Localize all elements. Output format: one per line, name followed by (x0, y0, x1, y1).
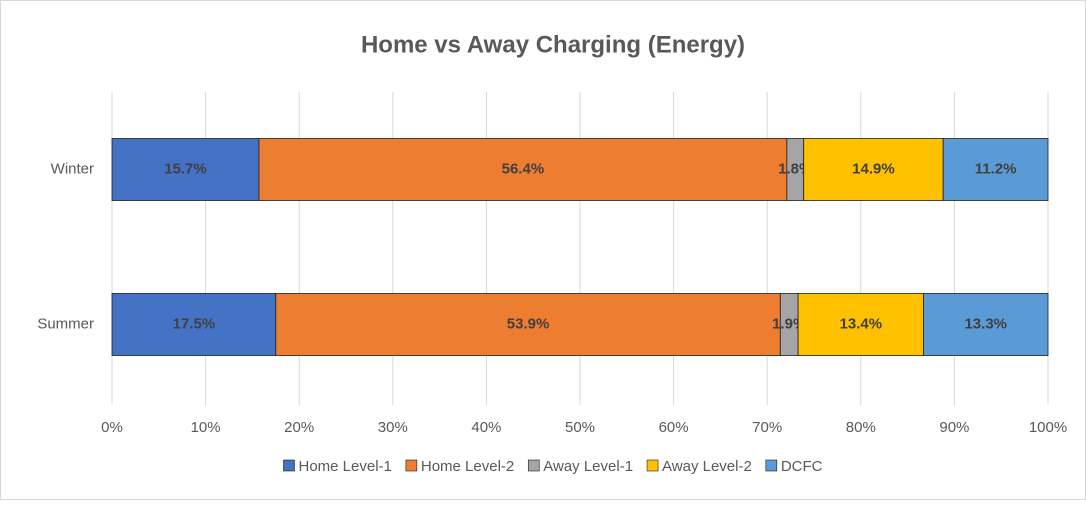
legend-label: DCFC (781, 458, 823, 475)
legend-swatch (765, 459, 778, 472)
legend-label: Away Level-2 (662, 458, 752, 475)
data-label: 53.9% (507, 315, 550, 332)
legend-label: Home Level-2 (421, 458, 514, 475)
bar-segment (275, 293, 781, 356)
x-tick-label: 90% (939, 419, 969, 436)
legend-label: Away Level-1 (543, 458, 633, 475)
x-tick-label: 50% (565, 419, 595, 436)
legend-swatch (527, 459, 540, 472)
legend-swatch (405, 459, 418, 472)
x-tick-label: 20% (284, 419, 314, 436)
x-tick-label: 40% (471, 419, 501, 436)
x-tick-label: 70% (752, 419, 782, 436)
data-label: 17.5% (173, 315, 216, 332)
data-label: 13.4% (840, 315, 883, 332)
data-label: 56.4% (502, 160, 545, 177)
bar-segment (258, 138, 788, 201)
x-tick-label: 60% (659, 419, 689, 436)
x-tick-label: 10% (191, 419, 221, 436)
bar-segment (803, 138, 944, 201)
chart-title: Home vs Away Charging (Energy) (361, 31, 745, 58)
x-tick-label: 100% (1029, 419, 1067, 436)
x-tick-label: 30% (378, 419, 408, 436)
legend-swatch (283, 459, 295, 472)
data-label: 15.7% (164, 160, 207, 177)
bar-segment (797, 293, 924, 356)
legend-label: Home Level-1 (298, 458, 391, 475)
x-tick-label: 0% (101, 419, 123, 436)
bar-segment (923, 293, 1049, 356)
legend-swatch (646, 459, 659, 472)
data-label: 13.3% (964, 315, 1007, 332)
data-label: 14.9% (852, 160, 895, 177)
bar-segment (942, 138, 1049, 201)
data-label: 11.2% (975, 160, 1017, 177)
y-tick-label: Winter (51, 160, 94, 177)
y-tick-label: Summer (37, 315, 94, 332)
x-tick-label: 80% (846, 419, 876, 436)
bar-segment (111, 138, 260, 201)
